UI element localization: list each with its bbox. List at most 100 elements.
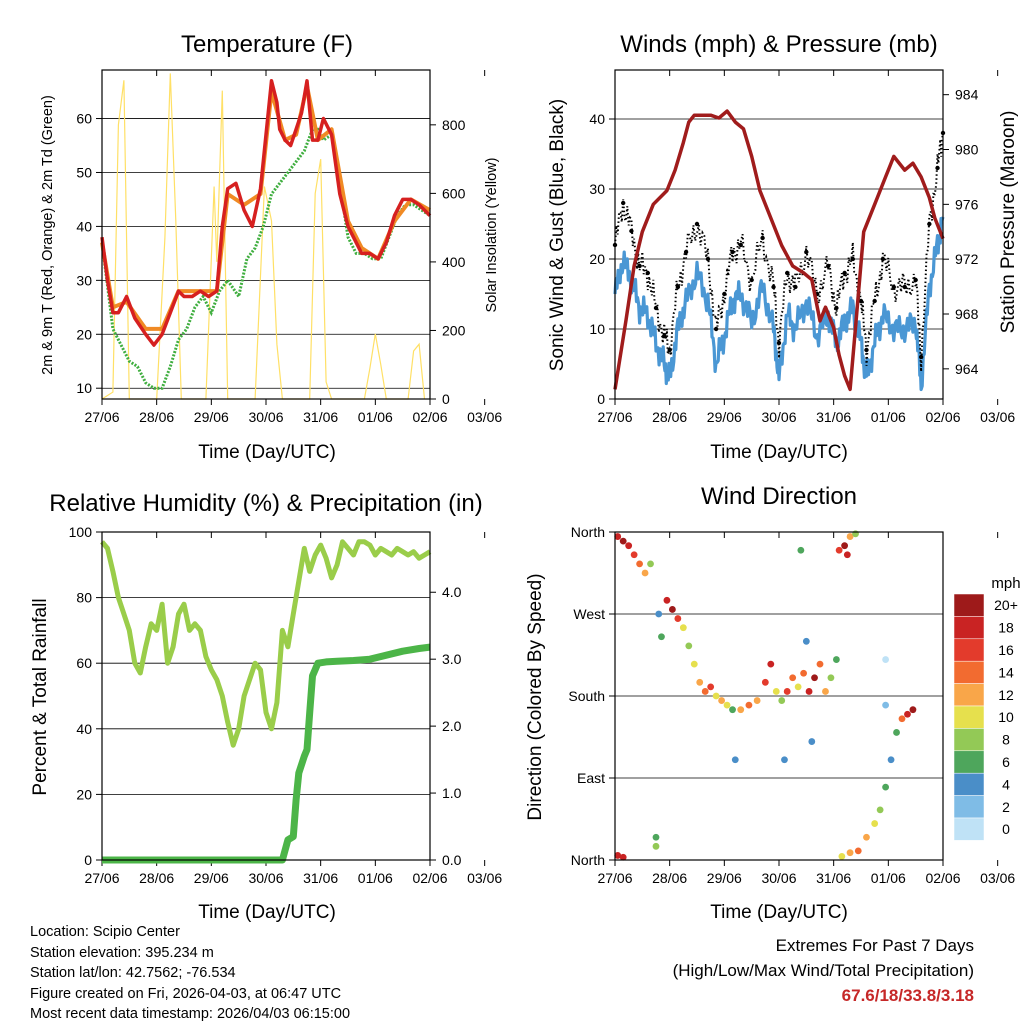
legend-label: 0 — [1002, 821, 1010, 837]
direction-point — [876, 806, 884, 814]
y-tick-label: 40 — [76, 218, 92, 234]
humidity-title: Relative Humidity (%) & Precipitation (i… — [49, 490, 482, 517]
direction-point — [658, 633, 665, 641]
direction-point — [753, 697, 761, 704]
direction-point — [636, 560, 643, 568]
y-tick-label: 80 — [76, 590, 92, 606]
direction-point — [652, 842, 660, 850]
x-tick-label: 28/06 — [139, 870, 174, 886]
direction-point — [619, 853, 627, 861]
y2-tick-label: 600 — [442, 185, 466, 201]
x-tick-label: 01/06 — [358, 409, 393, 425]
x-tick-label: 02/06 — [925, 870, 960, 886]
x-tick-label: 31/06 — [303, 870, 338, 886]
x-tick-label: 30/06 — [761, 870, 796, 886]
direction-point — [893, 729, 900, 736]
x-tick-label: 01/06 — [871, 870, 906, 886]
direction-title: Wind Direction — [701, 483, 857, 510]
y2-tick-label: 800 — [442, 117, 466, 133]
x-tick-label: 02/06 — [925, 409, 960, 425]
x-tick-label: 28/06 — [652, 870, 687, 886]
direction-point — [669, 606, 676, 613]
figure-created: Figure created on Fri, 2026-04-03, at 06… — [30, 985, 342, 1002]
direction-point — [663, 596, 671, 604]
direction-point — [833, 656, 840, 663]
direction-point — [887, 756, 895, 764]
direction-point — [652, 833, 660, 841]
direction-point — [811, 674, 818, 682]
humidity-panel: Relative Humidity (%) & Precipitation (i… — [30, 490, 502, 923]
direction-point — [630, 551, 638, 559]
direction-point — [778, 697, 786, 704]
y2-tick-label: 0.0 — [442, 852, 462, 868]
extremes-values: 67.6/18/33.8/3.18 — [841, 986, 974, 1005]
direction-point — [863, 833, 870, 841]
direction-point — [802, 637, 810, 645]
series-solar-line — [101, 73, 426, 400]
x-tick-label: 29/06 — [194, 870, 229, 886]
direction-point — [761, 678, 769, 686]
plot-frame — [101, 69, 431, 400]
y2-tick-label: 964 — [955, 361, 979, 377]
y-tick-label: 10 — [589, 321, 605, 337]
series-pressure-line — [613, 109, 945, 392]
series-2m-temp-line — [100, 79, 432, 347]
legend-swatch — [953, 616, 985, 640]
y-tick-label: 0 — [597, 391, 605, 407]
series-dewpoint-line — [100, 127, 431, 390]
direction-point — [619, 537, 627, 545]
y-tick-label: 40 — [76, 721, 92, 737]
recent-timestamp: Most recent data timestamp: 2026/04/03 0… — [30, 1006, 351, 1022]
direction-point — [745, 701, 753, 709]
x-tick-label: 31/06 — [816, 409, 851, 425]
legend-label: 12 — [998, 687, 1014, 703]
x-tick-label: 30/06 — [761, 409, 796, 425]
x-tick-label: 03/06 — [980, 870, 1015, 886]
series-wind-line — [613, 216, 945, 392]
y-tick-label: 10 — [76, 380, 92, 396]
direction-point — [800, 669, 807, 677]
x-tick-label: 30/06 — [248, 870, 283, 886]
legend-swatch — [953, 795, 985, 819]
x-tick-label: 30/06 — [248, 409, 283, 425]
direction-point — [846, 533, 854, 540]
direction-point — [797, 546, 805, 554]
direction-point — [854, 847, 862, 855]
y-tick-label: 20 — [76, 326, 92, 342]
legend-swatch — [953, 728, 985, 752]
direction-point — [794, 683, 802, 691]
series-rh-line — [100, 539, 432, 748]
x-tick-label: 29/06 — [707, 409, 742, 425]
legend-swatch — [953, 593, 985, 617]
legend-label: 14 — [998, 664, 1014, 680]
x-tick-label: 31/06 — [816, 870, 851, 886]
y-tick-label: 100 — [69, 524, 93, 540]
direction-point — [838, 852, 846, 860]
direction-point — [882, 701, 889, 709]
plot-frame — [614, 531, 944, 861]
y-tick-label: 30 — [76, 272, 92, 288]
extremes-heading: Extremes For Past 7 Days — [775, 936, 974, 955]
direction-plot: North East South West North 27/06 28/06 29/06 30… — [568, 524, 1015, 886]
y2-tick-label: 968 — [955, 306, 979, 322]
legend-swatch — [953, 683, 985, 707]
station-elevation: Station elevation: 395.234 m — [30, 944, 214, 961]
temperature-y2-label: Solar Insolation (Yellow) — [484, 157, 500, 312]
direction-point — [712, 692, 720, 700]
extremes-box: Extremes For Past 7 Days (High/Low/Max W… — [673, 933, 974, 1008]
direction-point — [625, 542, 633, 550]
direction-point — [690, 660, 698, 668]
direction-points — [614, 530, 917, 861]
y-tick-label: 0 — [84, 852, 92, 868]
temperature-y-label: 2m & 9m T (Red, Orange) & 2m Td (Green) — [40, 95, 56, 375]
winds-panel: Winds (mph) & Pressure (mb) Sonic Wind &… — [547, 31, 1019, 463]
legend-label: 16 — [998, 642, 1014, 658]
direction-point — [718, 697, 725, 704]
x-tick-label: 28/06 — [139, 409, 174, 425]
x-tick-label: 29/06 — [194, 409, 229, 425]
y-tick-label: 30 — [589, 181, 605, 197]
direction-point — [707, 683, 715, 691]
y-tick-label: 40 — [589, 111, 605, 127]
winds-x-label: Time (Day/UTC) — [710, 442, 848, 463]
